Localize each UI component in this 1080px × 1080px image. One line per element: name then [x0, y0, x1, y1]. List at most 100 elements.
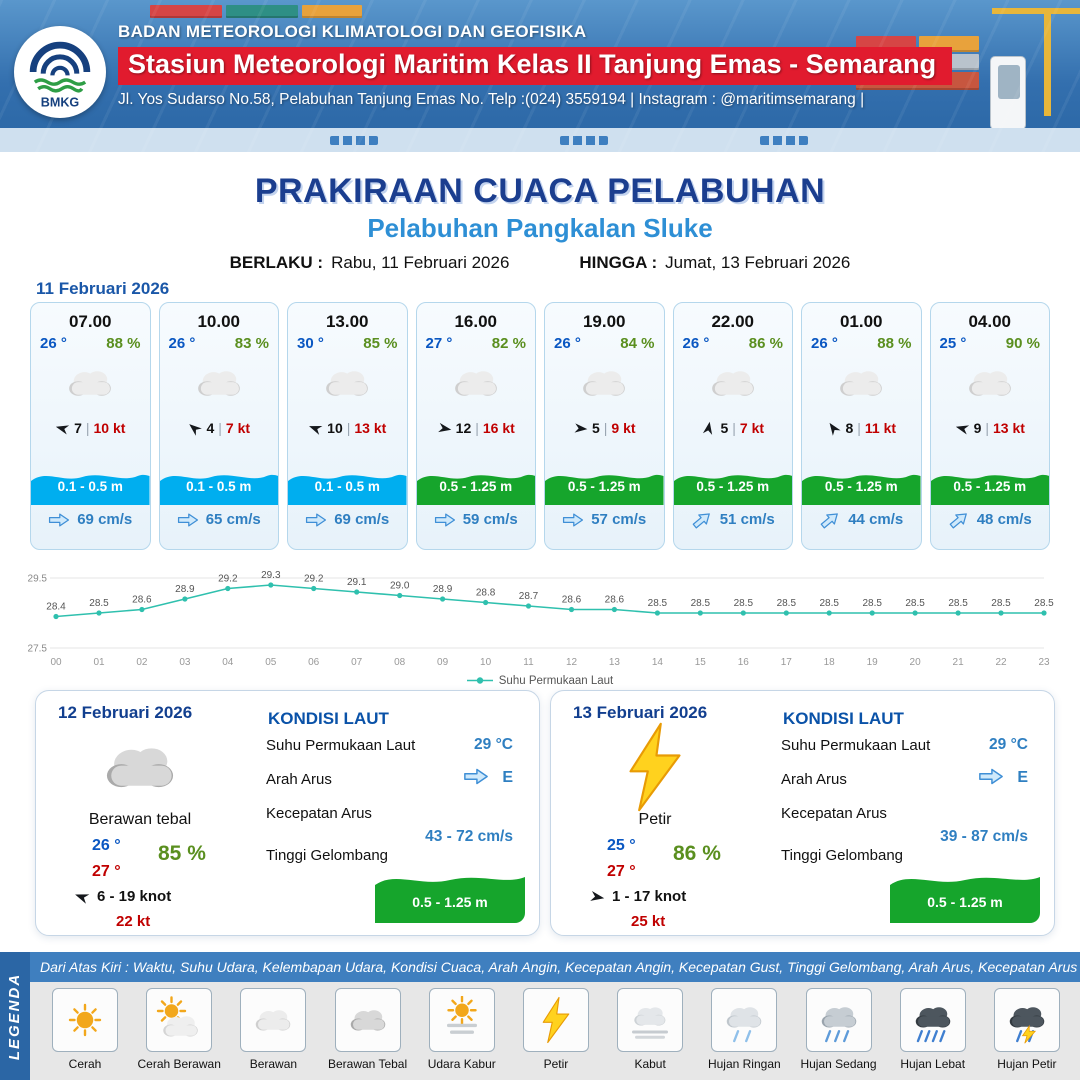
forecast-time: 07.00: [68, 312, 112, 331]
current-speed-label: Kecepatan Arus: [781, 805, 887, 822]
legend-title-strip: LEGENDA: [0, 952, 30, 1080]
forecast-time: 10.00: [197, 312, 241, 331]
current-speed-value: 43 - 72 cm/s: [425, 828, 513, 845]
station-name: Stasiun Meteorologi Maritim Kelas II Tan…: [118, 47, 953, 85]
svg-text:29.5: 29.5: [28, 574, 48, 585]
svg-text:02: 02: [136, 657, 148, 668]
wave-height: 0.1 - 0.5 m: [186, 479, 252, 494]
bmkg-logo: BMKG: [14, 26, 106, 118]
weather-icon-berawan: [802, 354, 921, 416]
dock-floor: [0, 128, 1080, 152]
legend-label: Berawan Tebal: [327, 1057, 408, 1071]
station-address: Jl. Yos Sudarso No.58, Pelabuhan Tanjung…: [118, 91, 865, 108]
current-row: 51 cm/s: [674, 511, 793, 528]
legend-item: Berawan: [228, 988, 318, 1071]
legend-items: Cerah Cerah Berawan Berawan Berawan Tebal Ud…: [40, 988, 1072, 1071]
wind-speed: 4: [206, 420, 215, 436]
chart-legend-label: Suhu Permukaan Laut: [498, 675, 614, 687]
wave-height: 0.5 - 1.25 m: [696, 479, 770, 494]
weather-icon-berawan: [931, 354, 1050, 416]
bench-shape: [330, 136, 378, 145]
wind-speed: 8: [845, 420, 854, 436]
wave-height: 0.5 - 1.25 m: [824, 479, 898, 494]
day2-temps: 26 ° 27 °: [92, 833, 121, 886]
forecast-date-label: 11 Februari 2026: [36, 279, 170, 298]
day3-temps: 25 ° 27 °: [607, 833, 636, 886]
wind-speed: 12: [455, 420, 472, 436]
current-direction-icon: [562, 512, 584, 528]
current-speed: 48 cm/s: [976, 511, 1032, 528]
wave-height-band: 0.5 - 1.25 m: [416, 463, 535, 505]
wind-gust: 13 kt: [354, 420, 387, 436]
current-direction-icon: [177, 512, 199, 528]
current-speed: 69 cm/s: [334, 511, 390, 528]
wind-separator: |: [985, 420, 989, 436]
humidity: 90 %: [1005, 335, 1040, 352]
svg-text:29.0: 29.0: [390, 581, 410, 592]
temp-humidity-row: 26 ° 83 %: [160, 332, 279, 352]
wave-height-label: Tinggi Gelombang: [781, 847, 904, 864]
day3-humidity: 86 %: [673, 842, 721, 865]
wave-height-band: 0.1 - 0.5 m: [288, 463, 407, 505]
current-direction-icon: [688, 506, 715, 532]
temperature: 26 °: [168, 335, 196, 352]
current-direction-value: E: [1017, 769, 1028, 786]
wind-gust: 13 kt: [993, 420, 1025, 436]
legend-item: Cerah: [40, 988, 130, 1071]
container-shape: [302, 5, 362, 18]
current-speed-label: Kecepatan Arus: [266, 805, 372, 822]
wave-height-band: 0.1 - 0.5 m: [159, 463, 278, 505]
legend-item: Hujan Sedang: [794, 988, 884, 1071]
current-speed: 59 cm/s: [462, 511, 518, 528]
chart-legend-marker: [466, 677, 493, 685]
petir-icon: [522, 988, 589, 1052]
legend-title: LEGENDA: [6, 972, 24, 1060]
svg-text:05: 05: [265, 657, 277, 668]
current-direction-icon: [434, 512, 456, 528]
humidity: 88 %: [106, 335, 141, 352]
weather-icon-berawan: [417, 354, 536, 416]
current-direction-icon: [48, 512, 70, 528]
legend-section: Dari Atas Kiri : Waktu, Suhu Udara, Kele…: [0, 952, 1080, 1080]
svg-text:17: 17: [781, 657, 793, 668]
current-row: 69 cm/s: [31, 511, 150, 528]
svg-text:00: 00: [50, 657, 62, 668]
svg-text:08: 08: [394, 657, 406, 668]
day2-summary-card: 12 Februari 2026 Berawan tebal 26 ° 27 °…: [35, 690, 540, 936]
day2-humidity: 85 %: [158, 842, 206, 865]
day3-wind-range: 1 - 17 knot: [612, 888, 687, 905]
svg-text:03: 03: [179, 657, 191, 668]
weather-icon-berawan: [674, 354, 793, 416]
day3-temp-min: 25 °: [607, 837, 636, 854]
temp-humidity-row: 30 ° 85 %: [288, 332, 407, 352]
day3-wind-gust: 25 kt: [631, 913, 666, 930]
sst-value: 29 °C: [989, 736, 1028, 753]
forecast-card: 07.00 26 ° 88 % 7 | 10 kt 0.1 - 0.5 m 69 cm/s: [30, 302, 151, 550]
wind-row: 5 | 7 kt: [674, 418, 793, 438]
svg-text:28.5: 28.5: [948, 598, 968, 609]
svg-text:28.5: 28.5: [819, 598, 839, 609]
legend-item: Kabut: [605, 988, 695, 1071]
day3-weather-icon: [577, 722, 733, 812]
day2-temp-max: 27 °: [92, 863, 121, 881]
svg-text:28.5: 28.5: [691, 598, 711, 609]
wave-shape: [890, 877, 1040, 923]
svg-text:20: 20: [910, 657, 922, 668]
forecast-card: 16.00 27 ° 82 % 12 | 16 kt 0.5 - 1.25 m 59 cm/s: [415, 302, 536, 550]
legend-label: Hujan Ringan: [707, 1057, 781, 1071]
temperature: 26 °: [682, 335, 710, 352]
day3-temp-max: 27 °: [607, 863, 636, 881]
wind-separator: |: [346, 420, 351, 436]
wave-height-badge: 0.5 - 1.25 m: [375, 865, 525, 923]
forecast-card: 01.00 26 ° 88 % 8 | 11 kt 0.5 - 1.25 m 44 cm/s: [801, 302, 922, 550]
svg-text:28.5: 28.5: [89, 598, 109, 609]
legend-item: Udara Kabur: [417, 988, 507, 1071]
weather-icon-berawan: [288, 354, 407, 416]
wave-height: 0.5 - 1.25 m: [439, 479, 513, 494]
svg-text:19: 19: [867, 657, 879, 668]
forecast-card: 22.00 26 ° 86 % 5 | 7 kt 0.5 - 1.25 m 51 cm/s: [672, 302, 793, 550]
agency-name: BADAN METEOROLOGI KLIMATOLOGI DAN GEOFIS…: [118, 22, 587, 41]
wave-height: 0.5 - 1.25 m: [567, 479, 641, 494]
day3-date: 13 Februari 2026: [573, 703, 708, 722]
temp-humidity-row: 26 ° 84 %: [545, 332, 664, 352]
